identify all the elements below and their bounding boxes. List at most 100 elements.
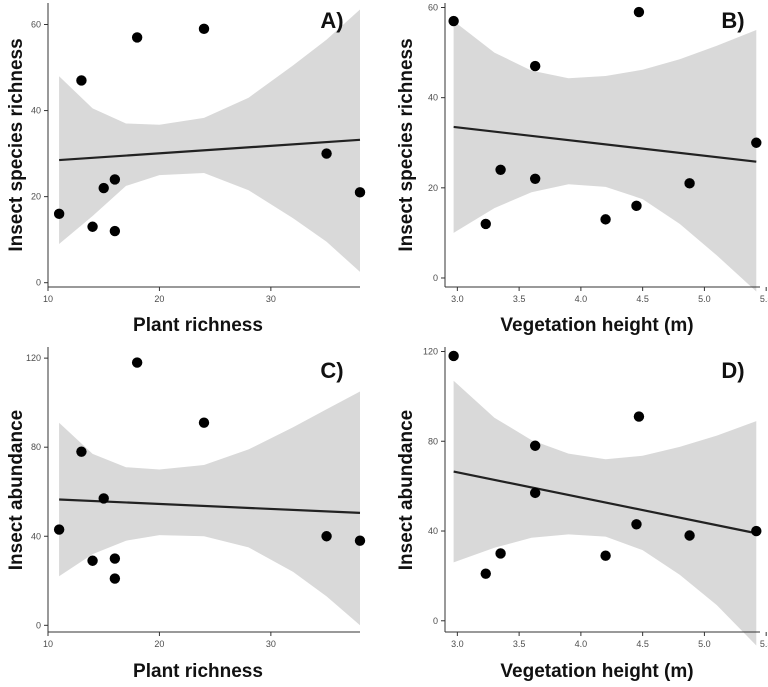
x-axis-title: Vegetation height (m) <box>500 661 693 682</box>
data-point <box>131 32 143 43</box>
x-tick-label: 3.0 <box>451 294 464 304</box>
y-tick-label: 0 <box>433 616 438 626</box>
x-axis-title: Plant richness <box>133 661 263 682</box>
data-point <box>631 200 642 212</box>
y-tick-label: 0 <box>36 278 41 288</box>
confidence-band <box>59 9 360 272</box>
x-tick-label: 5.5 <box>760 639 768 649</box>
data-point <box>529 440 541 451</box>
regression-line <box>59 138 361 162</box>
y-tick-label: 120 <box>26 353 41 363</box>
data-point <box>109 573 121 584</box>
data-point <box>495 548 506 559</box>
data-point <box>76 75 87 86</box>
confidence-band <box>59 391 360 626</box>
y-tick-label: 20 <box>31 192 41 202</box>
y-axis-title: Insect abundance <box>396 410 417 571</box>
data-point <box>529 60 541 72</box>
panel-label: A) <box>320 8 343 33</box>
confidence-band <box>453 380 757 646</box>
data-point <box>354 535 366 546</box>
data-point <box>448 350 459 362</box>
y-axis-title: Insect species richness <box>6 38 27 251</box>
y-tick-label: 0 <box>433 273 438 283</box>
x-tick-label: 30 <box>266 294 276 304</box>
x-tick-label: 4.0 <box>575 294 588 304</box>
data-point <box>198 417 210 428</box>
data-point <box>109 553 121 564</box>
data-point <box>76 446 87 457</box>
x-axis-title: Vegetation height (m) <box>500 315 693 336</box>
y-tick-label: 0 <box>36 620 41 630</box>
x-tick-label: 4.5 <box>636 639 649 649</box>
y-tick-label: 80 <box>428 436 438 446</box>
data-point <box>198 23 210 35</box>
panel-c: 0 40 80 120 10 20 30 Plant richness Insect abund… <box>6 347 366 682</box>
x-tick-label: 4.0 <box>575 639 588 649</box>
panel-a: 0 20 40 60 10 20 30 Plant richness Insect specie… <box>6 3 366 336</box>
x-tick-label: 3.5 <box>513 294 526 304</box>
data-point <box>448 15 459 27</box>
x-tick-label: 20 <box>154 294 164 304</box>
data-point <box>354 187 366 198</box>
y-tick-label: 60 <box>31 20 41 30</box>
data-point <box>87 221 98 232</box>
data-point <box>321 148 332 159</box>
panel-d: 0 40 80 120 3.0 3.5 4.0 4.5 5.0 5.5 Vegetation hei… <box>396 346 768 682</box>
y-axis-title: Insect abundance <box>6 410 27 571</box>
data-point <box>751 525 762 537</box>
data-point <box>633 6 645 18</box>
y-tick-label: 20 <box>428 183 438 193</box>
data-point <box>600 214 611 225</box>
panel-b: 0 20 40 60 3.0 3.5 4.0 4.5 5.0 5.5 Vegetation heig… <box>396 3 768 336</box>
regression-line <box>59 498 361 514</box>
x-tick-label: 5.5 <box>760 294 768 304</box>
confidence-band <box>453 21 757 292</box>
y-tick-label: 120 <box>423 346 438 356</box>
data-point <box>53 524 65 535</box>
data-point <box>98 493 109 504</box>
data-point <box>109 225 121 237</box>
data-point <box>109 174 121 185</box>
data-point <box>495 164 506 175</box>
panel-label: B) <box>721 8 744 33</box>
x-tick-label: 4.5 <box>636 294 649 304</box>
x-tick-label: 10 <box>43 639 53 649</box>
regression-line <box>453 470 757 535</box>
y-tick-label: 40 <box>428 93 438 103</box>
x-axis-title: Plant richness <box>133 315 263 336</box>
y-tick-label: 60 <box>428 3 438 13</box>
data-point <box>600 550 611 561</box>
y-tick-label: 40 <box>31 531 41 541</box>
x-tick-label: 10 <box>43 294 53 304</box>
data-point <box>633 411 645 422</box>
data-point <box>684 178 695 189</box>
data-point <box>631 519 642 530</box>
data-point <box>131 357 143 368</box>
data-point <box>321 531 332 542</box>
x-tick-label: 20 <box>154 639 164 649</box>
panel-label: C) <box>320 358 343 383</box>
data-point <box>53 208 65 220</box>
data-point <box>480 568 491 579</box>
x-tick-label: 3.5 <box>513 639 526 649</box>
regression-line <box>453 125 757 163</box>
x-tick-label: 3.0 <box>451 639 464 649</box>
panel-label: D) <box>721 358 744 383</box>
data-point <box>529 173 541 185</box>
data-point <box>684 530 695 541</box>
x-tick-label: 5.0 <box>698 294 711 304</box>
data-point <box>87 555 98 566</box>
y-axis-title: Insect species richness <box>396 38 417 251</box>
data-point <box>98 182 109 194</box>
x-tick-label: 5.0 <box>698 639 711 649</box>
y-tick-label: 80 <box>31 442 41 452</box>
y-tick-label: 40 <box>31 106 41 116</box>
data-point <box>480 218 491 230</box>
data-point <box>751 137 762 148</box>
y-tick-label: 40 <box>428 526 438 536</box>
data-point <box>529 487 541 499</box>
x-tick-label: 30 <box>266 639 276 649</box>
